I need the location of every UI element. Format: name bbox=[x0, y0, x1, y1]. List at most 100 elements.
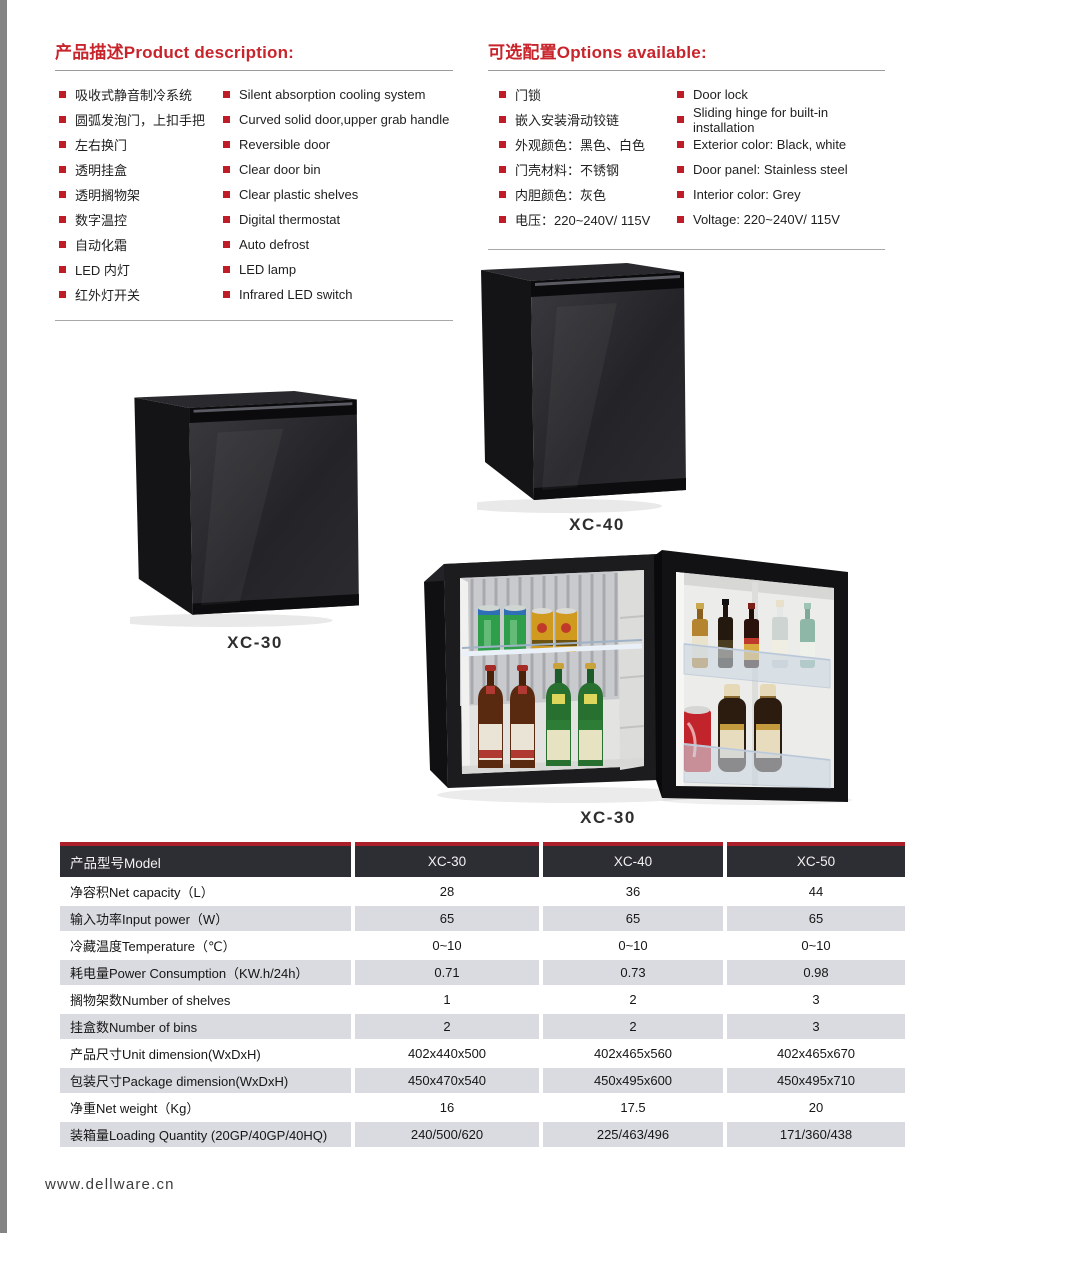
option-cn-label: 门壳材料：不锈钢 bbox=[515, 163, 620, 178]
cell-value: 0.71 bbox=[355, 960, 539, 985]
row-label-power-consumption: 耗电量Power Consumption（KW.h/24h） bbox=[60, 960, 351, 985]
square-bullet-icon bbox=[499, 191, 506, 198]
list-item: 嵌入安装滑动铰链 Sliding hinge for built-in inst… bbox=[488, 104, 885, 135]
figure-xc30-open bbox=[422, 548, 854, 806]
product-description-section: 产品描述Product description: 吸收式静音制冷系统 Silen… bbox=[55, 38, 453, 321]
feature-cn-label: 数字温控 bbox=[75, 213, 128, 228]
square-bullet-icon bbox=[677, 166, 684, 173]
cell-value: 16 bbox=[355, 1095, 539, 1120]
cell-value: 36 bbox=[543, 879, 723, 904]
square-bullet-icon bbox=[59, 91, 66, 98]
option-en-label: Interior color: Grey bbox=[693, 187, 801, 202]
list-item: 自动化霜 Auto defrost bbox=[55, 232, 453, 257]
section-divider bbox=[488, 249, 885, 250]
list-item: LED 内灯 LED lamp bbox=[55, 257, 453, 282]
cell-value: 2 bbox=[355, 1014, 539, 1039]
footer-website-url: www.dellware.cn bbox=[45, 1176, 175, 1193]
square-bullet-icon bbox=[677, 141, 684, 148]
model-col-xc30: XC-30 bbox=[355, 842, 539, 877]
cell-value: 2 bbox=[543, 987, 723, 1012]
spec-table: 产品型号Model XC-30 XC-40 XC-50 净容积Net capac… bbox=[60, 842, 905, 1147]
list-item: 门锁 Door lock bbox=[488, 82, 885, 107]
option-cn-label: 门锁 bbox=[515, 88, 542, 103]
feature-en-label: Infrared LED switch bbox=[239, 287, 353, 302]
square-bullet-icon bbox=[59, 266, 66, 273]
cell-value: 0.73 bbox=[543, 960, 723, 985]
page-edge-strip bbox=[0, 0, 7, 1233]
option-en-label: Voltage: 220~240V/ 115V bbox=[693, 212, 840, 227]
square-bullet-icon bbox=[499, 91, 506, 98]
cell-value: 450x495x600 bbox=[543, 1068, 723, 1093]
figure-label-xc40: XC-40 bbox=[569, 515, 625, 534]
feature-cn-label: 透明挂盒 bbox=[75, 163, 128, 178]
feature-en-label: Clear door bin bbox=[239, 162, 321, 177]
square-bullet-icon bbox=[59, 291, 66, 298]
square-bullet-icon bbox=[499, 116, 506, 123]
option-cn-label: 内胆颜色：灰色 bbox=[515, 188, 607, 203]
square-bullet-icon bbox=[223, 141, 230, 148]
cell-value: 65 bbox=[727, 906, 905, 931]
list-item: 吸收式静音制冷系统 Silent absorption cooling syst… bbox=[55, 82, 453, 107]
row-label-shelves: 搁物架数Number of shelves bbox=[60, 987, 351, 1012]
square-bullet-icon bbox=[677, 216, 684, 223]
product-description-title: 产品描述Product description: bbox=[55, 43, 295, 62]
figure-label-xc30-open: XC-30 bbox=[580, 808, 636, 827]
square-bullet-icon bbox=[499, 141, 506, 148]
square-bullet-icon bbox=[677, 116, 684, 123]
feature-en-label: Silent absorption cooling system bbox=[239, 87, 426, 102]
cell-value: 0~10 bbox=[355, 933, 539, 958]
cell-value: 240/500/620 bbox=[355, 1122, 539, 1147]
square-bullet-icon bbox=[499, 166, 506, 173]
feature-cn-label: 圆弧发泡门，上扣手把 bbox=[75, 113, 206, 128]
fridge-xc30-open-image bbox=[424, 550, 852, 805]
option-en-label: Door panel: Stainless steel bbox=[693, 162, 848, 177]
square-bullet-icon bbox=[677, 91, 684, 98]
fridge-xc40-image bbox=[462, 263, 686, 513]
list-item: 透明挂盒 Clear door bin bbox=[55, 157, 453, 182]
option-cn-label: 外观颜色：黑色、白色 bbox=[515, 138, 646, 153]
row-label-loading-quantity: 装箱量Loading Quantity (20GP/40GP/40HQ) bbox=[60, 1122, 351, 1147]
cell-value: 450x495x710 bbox=[727, 1068, 905, 1093]
square-bullet-icon bbox=[223, 216, 230, 223]
cell-value: 0~10 bbox=[543, 933, 723, 958]
cell-value: 3 bbox=[727, 987, 905, 1012]
list-item: 数字温控 Digital thermostat bbox=[55, 207, 453, 232]
figure-label-xc30-closed: XC-30 bbox=[227, 633, 283, 652]
option-en-label: Exterior color: Black, white bbox=[693, 137, 847, 152]
cell-value: 402x440x500 bbox=[355, 1041, 539, 1066]
list-item: 透明搁物架 Clear plastic shelves bbox=[55, 182, 453, 207]
row-label-net-weight: 净重Net weight（Kg） bbox=[60, 1095, 351, 1120]
square-bullet-icon bbox=[223, 266, 230, 273]
list-item: 外观颜色：黑色、白色 Exterior color: Black, white bbox=[488, 132, 885, 157]
list-item: 电压：220~240V/ 115V Voltage: 220~240V/ 115… bbox=[488, 207, 885, 232]
option-en-label: Sliding hinge for built-in installation bbox=[693, 104, 829, 135]
list-item: 门壳材料：不锈钢 Door panel: Stainless steel bbox=[488, 157, 885, 182]
row-label-unit-dimension: 产品尺寸Unit dimension(WxDxH) bbox=[60, 1041, 351, 1066]
cell-value: 1 bbox=[355, 987, 539, 1012]
fridge-xc30-image bbox=[113, 390, 359, 628]
list-item: 红外灯开关 Infrared LED switch bbox=[55, 282, 453, 307]
feature-en-label: Curved solid door,upper grab handle bbox=[239, 112, 450, 127]
square-bullet-icon bbox=[499, 216, 506, 223]
row-label-package-dimension: 包装尺寸Package dimension(WxDxH) bbox=[60, 1068, 351, 1093]
cell-value: 0.98 bbox=[727, 960, 905, 985]
square-bullet-icon bbox=[223, 191, 230, 198]
square-bullet-icon bbox=[59, 116, 66, 123]
cell-value: 3 bbox=[727, 1014, 905, 1039]
feature-cn-label: 吸收式静音制冷系统 bbox=[75, 88, 193, 103]
feature-cn-label: 左右换门 bbox=[75, 138, 128, 153]
cell-value: 65 bbox=[355, 906, 539, 931]
model-header-cell: 产品型号Model bbox=[60, 842, 351, 877]
title-divider bbox=[55, 70, 453, 71]
feature-en-label: Digital thermostat bbox=[239, 212, 341, 227]
row-label-net-capacity: 净容积Net capacity（L） bbox=[60, 879, 351, 904]
list-item: 左右换门 Reversible door bbox=[55, 132, 453, 157]
square-bullet-icon bbox=[223, 241, 230, 248]
cell-value: 450x470x540 bbox=[355, 1068, 539, 1093]
row-label-temperature: 冷藏温度Temperature（℃） bbox=[60, 933, 351, 958]
cell-value: 17.5 bbox=[543, 1095, 723, 1120]
cell-value: 65 bbox=[543, 906, 723, 931]
options-section: 可选配置Options available: 门锁 Door lock 嵌入安装… bbox=[488, 38, 885, 250]
option-cn-label: 电压：220~240V/ 115V bbox=[515, 213, 651, 228]
